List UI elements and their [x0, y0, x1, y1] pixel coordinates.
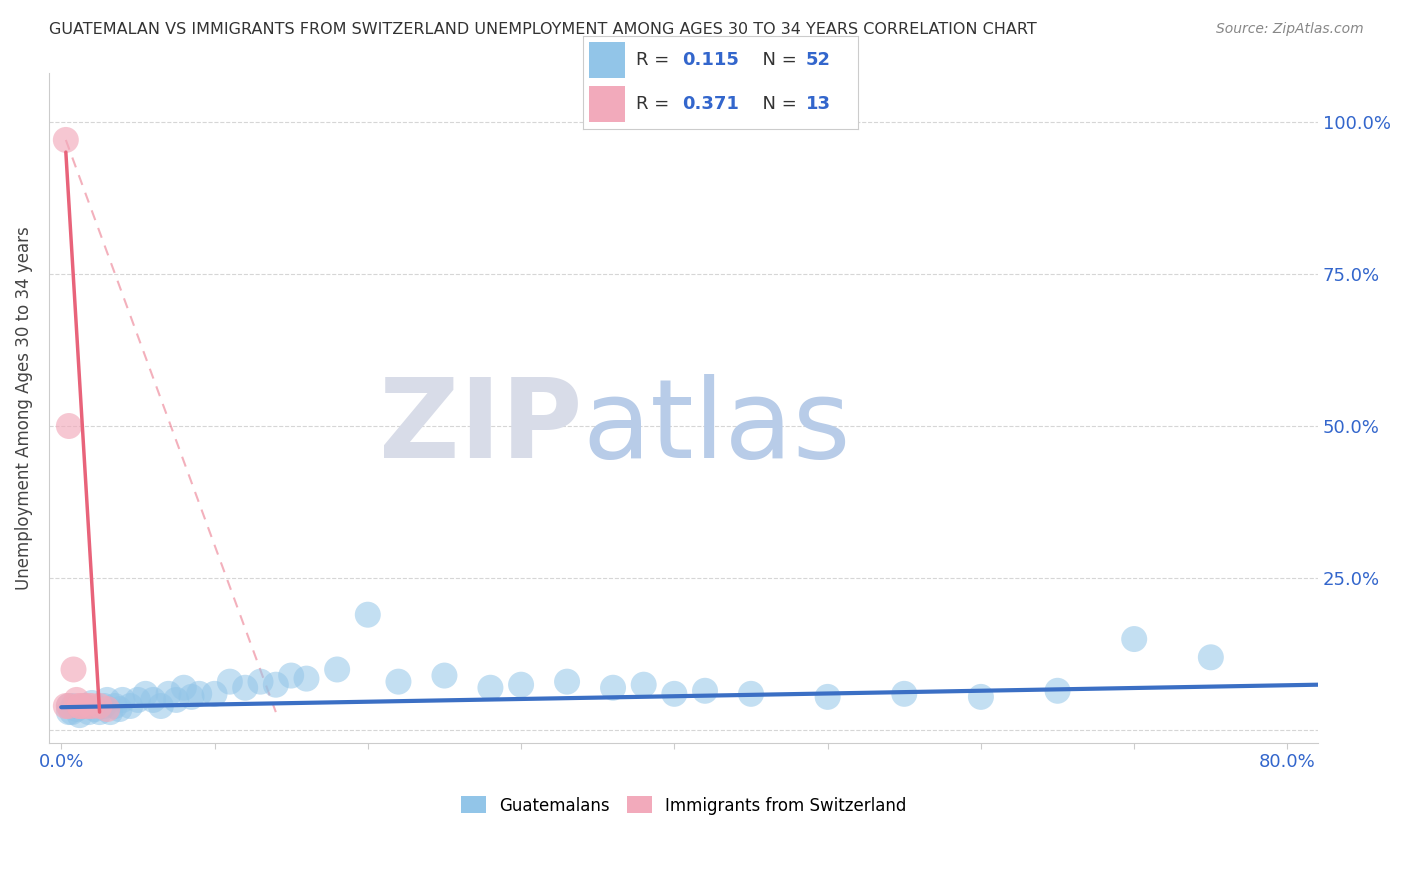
Point [127, 693, 149, 707]
Point [633, 678, 655, 692]
Point [479, 681, 502, 695]
Point [69, 708, 91, 723]
Point [740, 687, 762, 701]
Point [84, 702, 107, 716]
Point [62, 663, 84, 677]
Point [204, 687, 226, 701]
Text: R =: R = [636, 95, 675, 113]
Point [96, 702, 118, 716]
Text: 13: 13 [806, 95, 831, 113]
Point [69, 698, 91, 713]
Point [693, 683, 716, 698]
Point [58, 705, 80, 719]
Legend: Guatemalans, Immigrants from Switzerland: Guatemalans, Immigrants from Switzerland [454, 789, 912, 822]
Point [58, 698, 80, 713]
Point [135, 687, 157, 701]
Point [970, 690, 993, 704]
Point [295, 672, 318, 686]
Point [96, 693, 118, 707]
Point [55, 698, 77, 713]
Text: N =: N = [751, 95, 803, 113]
Point [89, 698, 111, 713]
Point [65, 693, 87, 707]
Point [433, 668, 456, 682]
Point [218, 674, 240, 689]
Point [165, 693, 187, 707]
Point [664, 687, 686, 701]
Text: ZIP: ZIP [378, 375, 582, 482]
Text: 0.115: 0.115 [682, 51, 740, 69]
Text: atlas: atlas [582, 375, 851, 482]
Point [1123, 632, 1146, 646]
Point [264, 678, 287, 692]
Point [180, 690, 202, 704]
Text: GUATEMALAN VS IMMIGRANTS FROM SWITZERLAND UNEMPLOYMENT AMONG AGES 30 TO 34 YEARS: GUATEMALAN VS IMMIGRANTS FROM SWITZERLAN… [49, 22, 1038, 37]
Point [602, 681, 624, 695]
Bar [589, 42, 624, 78]
Point [149, 698, 172, 713]
Y-axis label: Unemployment Among Ages 30 to 34 years: Unemployment Among Ages 30 to 34 years [15, 226, 32, 590]
Point [157, 687, 180, 701]
Point [817, 690, 839, 704]
Point [1199, 650, 1222, 665]
Point [77, 698, 100, 713]
Point [555, 674, 578, 689]
Point [65, 702, 87, 716]
Point [233, 681, 256, 695]
Point [142, 693, 165, 707]
Point [89, 705, 111, 719]
Point [893, 687, 915, 701]
Point [93, 698, 115, 713]
Bar [589, 87, 624, 122]
Point [280, 668, 302, 682]
Text: N =: N = [751, 51, 803, 69]
Point [108, 702, 131, 716]
Text: 52: 52 [806, 51, 831, 69]
Point [58, 419, 80, 434]
Point [120, 698, 142, 713]
Point [58, 698, 80, 713]
Point [77, 705, 100, 719]
Point [73, 698, 96, 713]
Point [80, 698, 103, 713]
Point [357, 607, 380, 622]
Point [98, 705, 121, 719]
Text: 0.371: 0.371 [682, 95, 740, 113]
Point [80, 696, 103, 710]
Text: R =: R = [636, 51, 675, 69]
Point [387, 674, 409, 689]
Point [73, 698, 96, 713]
Point [62, 698, 84, 713]
Point [326, 663, 349, 677]
Point [1046, 683, 1069, 698]
Point [249, 674, 271, 689]
Point [188, 687, 211, 701]
Point [69, 698, 91, 713]
Point [510, 678, 533, 692]
Point [55, 133, 77, 147]
Point [60, 705, 83, 719]
Point [104, 698, 127, 713]
Point [173, 681, 195, 695]
Point [111, 693, 134, 707]
Text: Source: ZipAtlas.com: Source: ZipAtlas.com [1216, 22, 1364, 37]
